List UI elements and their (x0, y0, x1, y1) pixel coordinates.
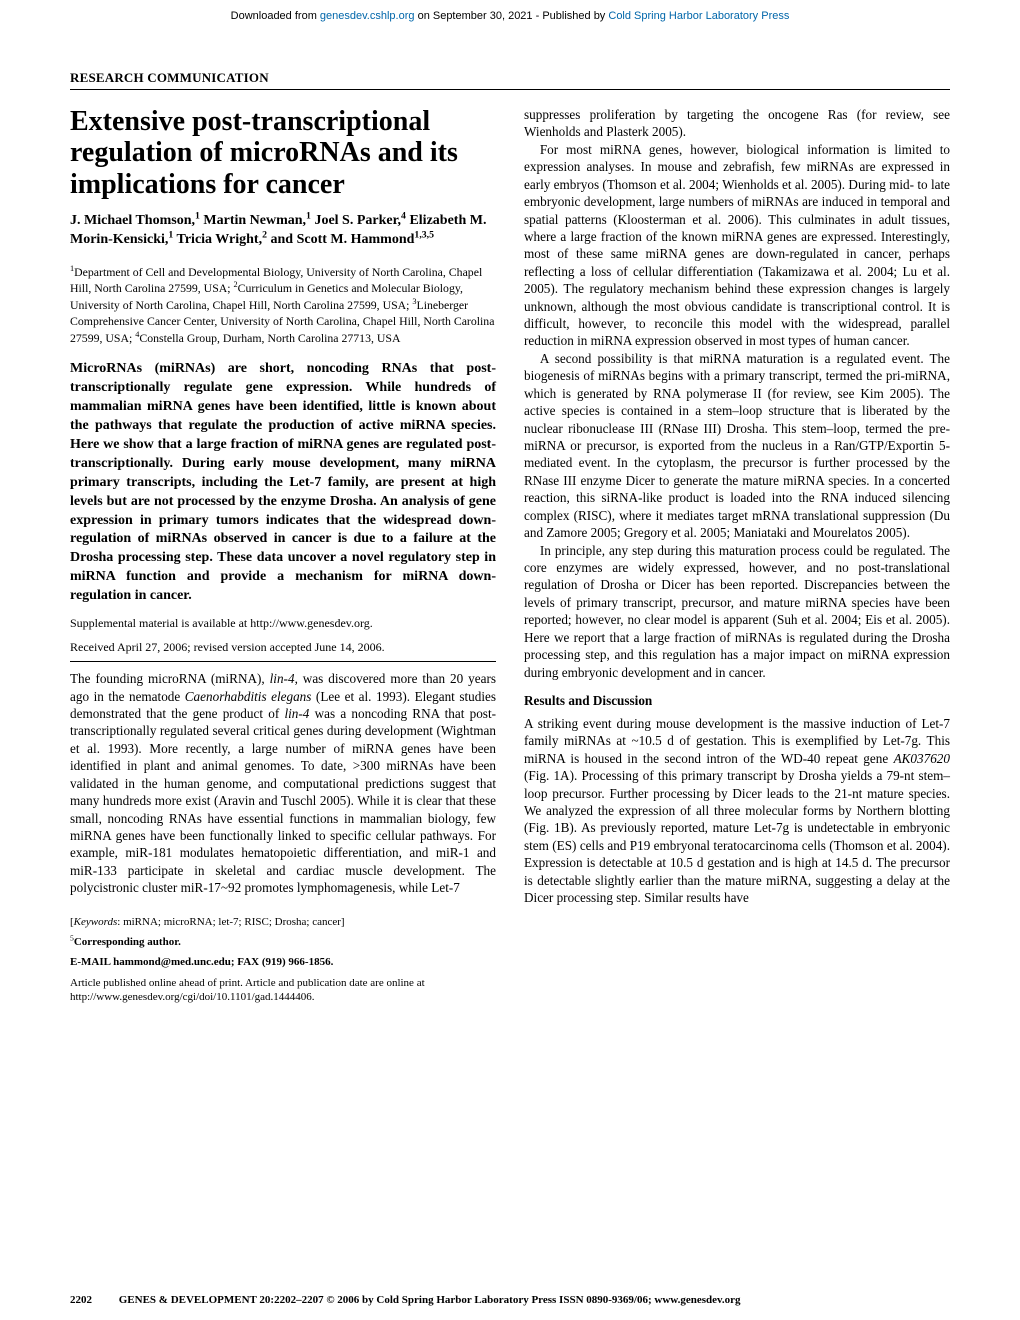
right-p2: For most miRNA genes, however, biologica… (524, 141, 950, 350)
right-p1: suppresses proliferation by targeting th… (524, 106, 950, 141)
footnote-pub: Article published online ahead of print.… (70, 976, 496, 1005)
author-list: J. Michael Thomson,1 Martin Newman,1 Joe… (70, 212, 496, 250)
received-dates: Received April 27, 2006; revised version… (70, 640, 496, 656)
download-mid: on September 30, 2021 - Published by (415, 10, 609, 22)
left-column: Extensive post-transcriptional regulatio… (70, 106, 496, 1004)
download-link-2[interactable]: Cold Spring Harbor Laboratory Press (608, 10, 789, 22)
article-title: Extensive post-transcriptional regulatio… (70, 106, 496, 200)
right-column: suppresses proliferation by targeting th… (524, 106, 950, 1004)
results-heading: Results and Discussion (524, 693, 950, 709)
page-number: 2202 (70, 1294, 92, 1306)
section-rule (70, 89, 950, 90)
supplemental-note: Supplemental material is available at ht… (70, 616, 496, 632)
download-banner: Downloaded from genesdev.cshlp.org on Se… (70, 10, 950, 22)
footnote-email: E-MAIL hammond@med.unc.edu; FAX (919) 96… (70, 955, 496, 969)
affiliations: 1Department of Cell and Developmental Bi… (70, 264, 496, 347)
page-footer: 2202 GENES & DEVELOPMENT 20:2202–2207 © … (70, 1294, 950, 1306)
abstract: MicroRNAs (miRNAs) are short, noncoding … (70, 360, 496, 606)
footnote-keywords: [Keywords: miRNA; microRNA; let-7; RISC;… (70, 915, 496, 929)
footnote-corresponding: 5Corresponding author. (70, 935, 496, 949)
intro-para: The founding microRNA (miRNA), lin-4, wa… (70, 670, 496, 896)
two-column-layout: Extensive post-transcriptional regulatio… (70, 106, 950, 1004)
section-label: RESEARCH COMMUNICATION (70, 70, 950, 86)
right-p4: In principle, any step during this matur… (524, 542, 950, 681)
right-p3: A second possibility is that miRNA matur… (524, 350, 950, 542)
download-link-1[interactable]: genesdev.cshlp.org (320, 10, 415, 22)
download-prefix: Downloaded from (231, 10, 320, 22)
abstract-rule (70, 661, 496, 662)
right-p5: A striking event during mouse developmen… (524, 715, 950, 907)
footer-line: GENES & DEVELOPMENT 20:2202–2207 © 2006 … (119, 1294, 741, 1306)
